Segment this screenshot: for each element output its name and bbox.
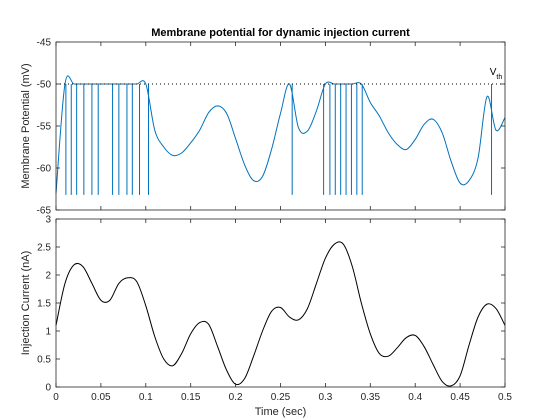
x-tick-label: 0.4 (408, 392, 422, 403)
threshold-label: Vth (490, 67, 503, 81)
x-tick-label: 0.15 (181, 392, 201, 403)
x-tick-label: 0.1 (139, 392, 153, 403)
y-tick-label: 2 (45, 271, 51, 282)
y-tick-label: 1 (45, 327, 51, 338)
x-tick-label: 0.2 (229, 392, 243, 403)
y-tick-label: -65 (37, 206, 52, 217)
x-tick-label: 0.35 (361, 392, 381, 403)
plot-area (56, 219, 505, 387)
y-tick-label: -45 (37, 38, 52, 49)
threshold-label-subscript: th (496, 74, 502, 81)
series-line (55, 75, 506, 195)
y-tick-label: -50 (37, 80, 52, 91)
chart-title: Membrane potential for dynamic injection… (151, 27, 410, 39)
injection-current-panel: 0 0.05 0.1 0.15 0.2 0.25 0.3 0.35 0.4 0.45 0.5 0 0.5… (20, 215, 512, 419)
series-line (55, 241, 506, 387)
y-axis-label: Membrane Potential (mV) (20, 63, 32, 188)
y-tick-label: 0.5 (37, 355, 51, 366)
x-tick-label: 0 (53, 392, 59, 403)
y-tick-label: 0 (45, 383, 51, 394)
membrane-potential-panel: Vth -65 -60 -55 -50 -45 Membrane Potential (mV… (20, 27, 506, 217)
x-tick-label: 0.25 (271, 392, 291, 403)
x-tick-label: 0.3 (318, 392, 332, 403)
y-tick-label: -60 (37, 164, 52, 175)
threshold-label-main: V (490, 67, 497, 78)
y-tick-label: -55 (37, 122, 52, 133)
x-axis-label: Time (sec) (255, 406, 307, 418)
x-tick-label: 0.45 (450, 392, 470, 403)
x-tick-label: 0.05 (91, 392, 111, 403)
y-axis-label: Injection Current (nA) (20, 251, 32, 356)
y-tick-label: 2.5 (37, 243, 51, 254)
plot-area (56, 42, 505, 210)
x-tick-label: 0.5 (498, 392, 512, 403)
y-tick-label: 3 (45, 215, 51, 226)
y-tick-label: 1.5 (37, 299, 51, 310)
